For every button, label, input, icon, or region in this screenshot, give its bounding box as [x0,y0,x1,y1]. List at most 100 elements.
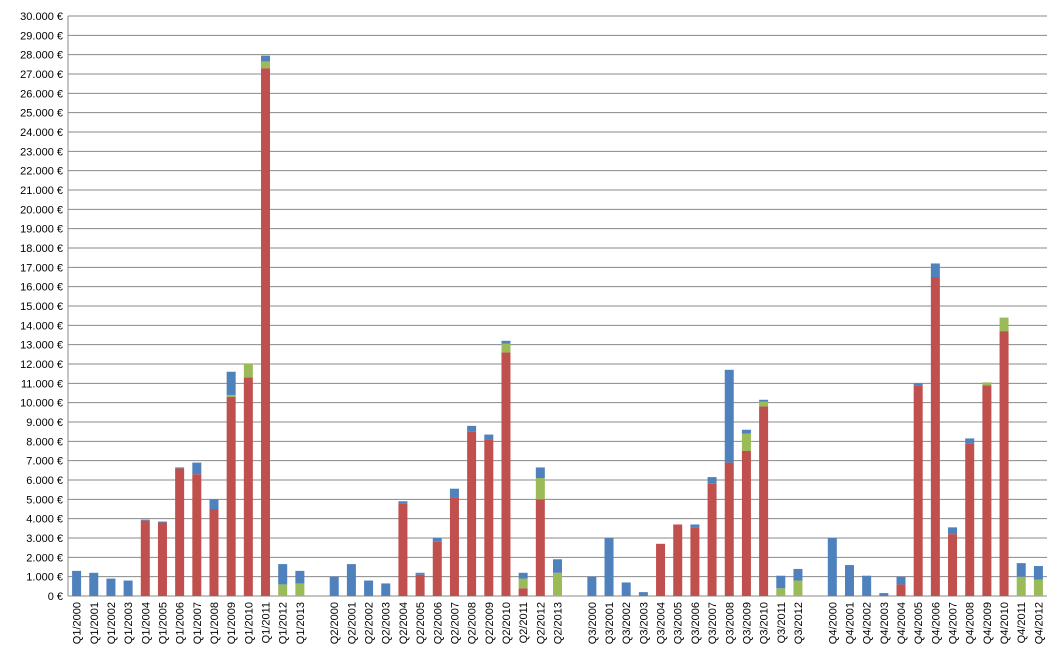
bar-segment [261,61,271,69]
x-tick-label: Q1/2011 [261,602,273,643]
x-tick-label: Q2/2005 [415,602,427,644]
bar-segment [1033,579,1043,596]
bar-segment [896,576,906,585]
x-tick-label: Q2/2003 [381,602,393,644]
x-tick-label: Q2/2001 [346,602,358,644]
bar-segment [776,588,786,596]
bar-segment [432,538,442,542]
x-tick-label: Q3/2007 [707,602,719,644]
y-tick-label: 11.000 € [21,378,63,390]
x-tick-label: Q1/2006 [175,602,187,644]
bar-segment [724,462,734,596]
y-tick-label: 30.000 € [20,11,63,23]
x-tick-label: Q2/2010 [501,602,513,644]
x-tick-label: Q3/2006 [690,602,702,644]
y-tick-label: 2.000 € [26,552,63,564]
bar-segment [999,317,1009,332]
bar-segment [1016,576,1026,596]
x-tick-label: Q3/2012 [793,602,805,644]
x-tick-label: Q2/2004 [398,602,410,644]
bar-segment [793,568,803,581]
bar-segment [759,401,769,407]
bar-segment [398,503,408,596]
bar-segment [913,385,923,596]
y-tick-label: 7.000 € [26,456,63,468]
x-tick-label: Q4/2007 [948,602,960,644]
x-tick-label: Q3/2002 [621,602,633,644]
x-tick-label: Q1/2005 [157,602,169,644]
bar-segment [243,377,253,596]
y-tick-label: 23.000 € [20,146,63,158]
bar-segment [604,538,614,596]
bar-segment [930,263,940,277]
y-tick-label: 26.000 € [20,88,63,100]
x-tick-label: Q2/2011 [518,602,530,643]
x-tick-label: Q1/2009 [226,602,238,644]
x-tick-label: Q3/2001 [604,602,616,644]
y-tick-label: 28.000 € [20,50,63,62]
bar-segment [261,68,271,596]
bar-segment [553,559,562,573]
y-tick-label: 21.000 € [20,185,63,197]
x-tick-label: Q4/2008 [965,602,977,644]
x-tick-label: Q1/2001 [89,602,101,644]
bar-segment [896,584,906,596]
bar-segment [879,593,889,596]
bar-segment [535,478,545,500]
bar-segment [449,497,459,596]
bar-segment [226,394,236,397]
bar-segment [501,352,511,596]
y-tick-label: 6.000 € [26,475,63,487]
bar-segment [707,477,717,484]
x-tick-label: Q3/2005 [673,602,685,644]
x-tick-label: Q1/2013 [295,602,307,644]
y-tick-label: 5.000 € [26,494,63,506]
x-tick-label: Q4/2006 [930,602,942,644]
y-tick-label: 0 € [48,591,63,603]
bar-segment [106,578,116,596]
bar-segment [175,467,185,469]
bar-segment [398,501,408,504]
bar-segment [123,580,133,596]
bar-segment [484,439,494,596]
x-tick-label: Q3/2000 [587,602,599,644]
y-tick-label: 27.000 € [20,69,63,81]
bar-segment [226,371,236,395]
bar-segment [192,462,202,475]
x-tick-label: Q2/2012 [535,602,547,644]
bar-segment [329,576,339,596]
bar-segment [535,467,545,479]
y-tick-label: 12.000 € [20,359,63,371]
bar-segment [518,588,528,596]
x-tick-label: Q3/2004 [656,602,668,644]
x-tick-label: Q4/2000 [827,602,839,644]
y-tick-label: 15.000 € [20,301,63,313]
bar-segment [930,277,940,596]
bar-segment [278,564,288,585]
bar-segment [467,431,477,596]
bar-segment [913,383,923,386]
bar-segment [638,592,648,596]
bar-segment [157,521,167,523]
bar-segment [346,564,356,596]
x-tick-label: Q4/2004 [896,602,908,644]
y-tick-label: 16.000 € [20,282,63,294]
x-tick-label: Q1/2004 [140,602,152,644]
bar-segment [965,443,975,596]
bar-segment [535,499,545,596]
y-tick-label: 3.000 € [26,533,63,545]
x-tick-label: Q2/2007 [449,602,461,644]
bar-segment [192,474,202,596]
bar-segment [484,434,494,440]
x-tick-label: Q4/2005 [913,602,925,644]
y-tick-label: 14.000 € [20,320,63,332]
x-tick-label: Q4/2002 [862,602,874,644]
x-tick-label: Q3/2008 [724,602,736,644]
bar-segment [741,429,751,434]
bar-segment [518,578,528,589]
bar-segment [999,331,1009,596]
x-tick-label: Q2/2000 [329,602,341,644]
bar-segment [295,570,305,584]
x-tick-label: Q4/2009 [982,602,994,644]
bar-segment [862,575,872,596]
